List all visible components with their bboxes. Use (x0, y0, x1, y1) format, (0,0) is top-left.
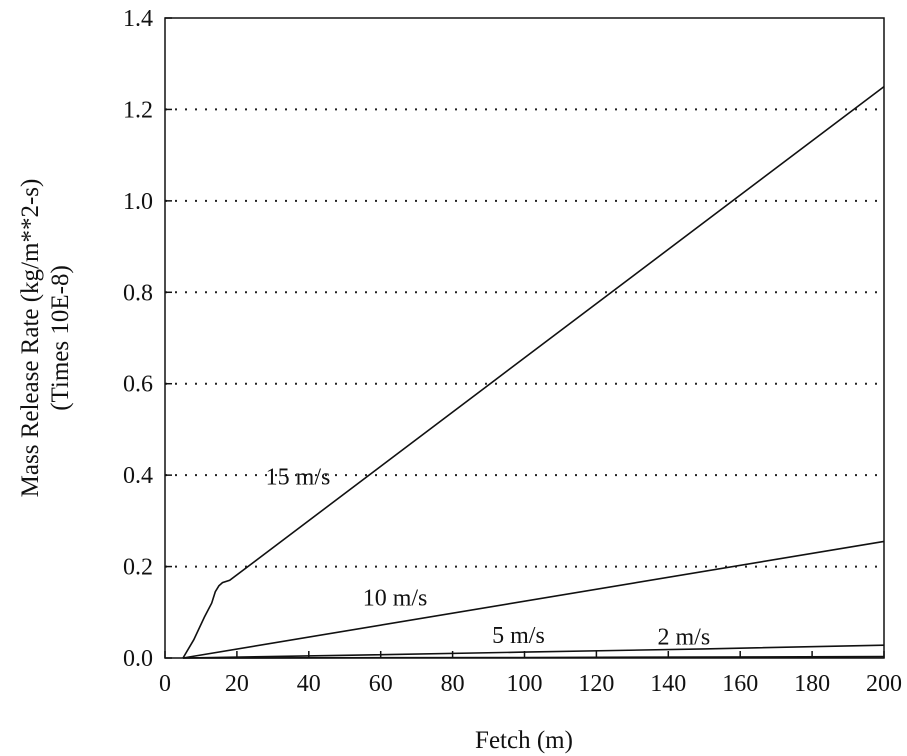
series-label: 10 m/s (363, 585, 428, 611)
y-tick-label: 0.2 (123, 555, 153, 581)
x-tick-label: 120 (578, 671, 614, 697)
x-tick-label: 20 (225, 671, 249, 697)
series-line (182, 644, 885, 659)
series-line (182, 655, 885, 659)
series-label: 15 m/s (266, 464, 331, 490)
series-labels: 15 m/s 10 m/s 5 m/s 2 m/s (266, 464, 711, 650)
y-tick-label: 0.4 (123, 463, 153, 489)
x-tick-label: 180 (794, 671, 830, 697)
x-tick-label: 140 (650, 671, 686, 697)
x-tick-label: 40 (297, 671, 321, 697)
y-tick-label: 0.8 (123, 280, 153, 306)
plot-frame (164, 17, 885, 659)
x-tick-label: 100 (507, 671, 543, 697)
series-label: 2 m/s (658, 624, 711, 650)
y-axis-title-scale: (Times 10E-8) (47, 265, 74, 411)
x-tick-label: 0 (159, 671, 171, 697)
series-line (182, 85, 885, 659)
grid-lines (165, 108, 884, 568)
y-tick-label: 0.6 (123, 372, 153, 398)
series-line (182, 540, 885, 659)
series-lines (182, 85, 885, 659)
y-axis: 0.0 0.2 0.4 0.6 0.8 1.0 1.2 1.4 (123, 6, 172, 672)
x-tick-label: 160 (722, 671, 758, 697)
y-tick-label: 1.2 (123, 97, 153, 123)
y-tick-label: 0.0 (123, 646, 153, 672)
series-label: 5 m/s (492, 623, 545, 649)
x-axis-title: Fetch (m) (475, 727, 573, 754)
y-tick-label: 1.0 (123, 189, 153, 215)
x-tick-label: 200 (866, 671, 902, 697)
x-tick-label: 60 (369, 671, 393, 697)
y-tick-label: 1.4 (123, 6, 153, 32)
x-tick-label: 80 (441, 671, 465, 697)
y-axis-title: Mass Release Rate (kg/m**2-s) (17, 179, 44, 498)
